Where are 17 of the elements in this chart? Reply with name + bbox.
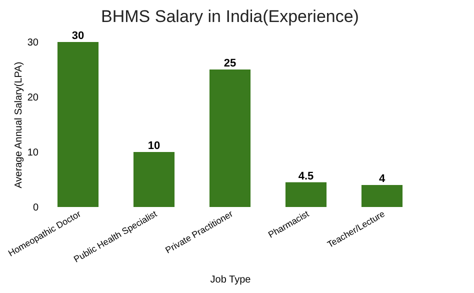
y-tick-label: 10 [27,148,39,158]
y-tick-label: 30 [27,38,39,48]
bar [285,182,327,207]
data-label: 30 [72,30,84,42]
y-tick-label: 20 [27,92,39,104]
y-tick-label: 0 [32,202,39,214]
y-axis-title: Average Annual Salary(LPA) [13,62,24,188]
data-label: 25 [224,58,236,70]
data-label: 4 [378,173,386,185]
chart-title: BHMS Salary in India(Experience) [101,7,359,26]
data-label: 10 [148,140,160,152]
x-axis-title: Job Type [210,274,252,286]
data-label: 4.5 [298,170,314,182]
bar [361,185,403,207]
bar [133,152,175,207]
bar [209,70,251,207]
bar [57,42,99,207]
